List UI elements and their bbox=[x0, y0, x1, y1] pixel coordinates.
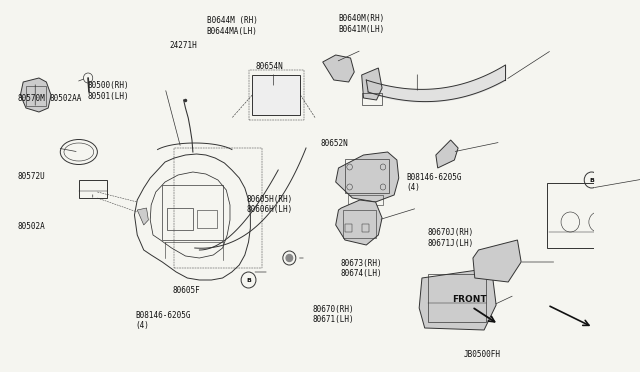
Polygon shape bbox=[336, 200, 382, 245]
Text: 80502AA: 80502AA bbox=[49, 94, 82, 103]
Text: B08146-6205G
(4): B08146-6205G (4) bbox=[135, 311, 191, 330]
Bar bbox=[79, 180, 107, 198]
Text: 80673(RH)
80674(LH): 80673(RH) 80674(LH) bbox=[340, 259, 382, 278]
Text: 80572U: 80572U bbox=[18, 172, 45, 181]
Text: B0640M(RH)
B0641M(LH): B0640M(RH) B0641M(LH) bbox=[339, 15, 385, 34]
Bar bbox=[167, 208, 193, 230]
Polygon shape bbox=[336, 152, 399, 202]
Text: 80605H(RH)
80606H(LH): 80605H(RH) 80606H(LH) bbox=[246, 195, 292, 214]
Text: 80652N: 80652N bbox=[321, 139, 348, 148]
Text: 80605F: 80605F bbox=[172, 286, 200, 295]
Bar bbox=[345, 159, 390, 193]
Text: B: B bbox=[589, 177, 594, 183]
Bar bbox=[248, 70, 304, 120]
Text: 80654N: 80654N bbox=[255, 62, 283, 71]
Polygon shape bbox=[137, 208, 148, 225]
Polygon shape bbox=[20, 78, 51, 112]
Text: B08146-6205G
(4): B08146-6205G (4) bbox=[406, 173, 462, 192]
Text: 24271H: 24271H bbox=[169, 41, 197, 50]
Bar bbox=[174, 148, 262, 268]
Bar bbox=[362, 93, 382, 105]
Text: JB0500FH: JB0500FH bbox=[464, 350, 501, 359]
Bar bbox=[196, 210, 217, 228]
Bar bbox=[252, 75, 300, 115]
Bar bbox=[343, 210, 376, 238]
Text: 80500(RH)
80501(LH): 80500(RH) 80501(LH) bbox=[88, 81, 129, 101]
Text: B: B bbox=[246, 278, 251, 282]
Bar bbox=[362, 224, 369, 232]
Text: 80502A: 80502A bbox=[18, 222, 45, 231]
Text: FRONT: FRONT bbox=[452, 295, 487, 304]
Polygon shape bbox=[362, 68, 382, 100]
Bar bbox=[163, 185, 223, 240]
Text: 80670J(RH)
80671J(LH): 80670J(RH) 80671J(LH) bbox=[428, 228, 474, 248]
Polygon shape bbox=[323, 55, 355, 82]
Bar bbox=[26, 86, 46, 106]
Polygon shape bbox=[419, 268, 496, 330]
Text: 80570M: 80570M bbox=[18, 94, 45, 103]
Polygon shape bbox=[473, 240, 521, 282]
Text: 80670(RH)
80671(LH): 80670(RH) 80671(LH) bbox=[312, 305, 354, 324]
Polygon shape bbox=[436, 140, 458, 168]
Bar bbox=[547, 183, 617, 248]
Circle shape bbox=[286, 254, 292, 262]
Bar bbox=[345, 224, 353, 232]
Bar bbox=[348, 195, 383, 205]
Bar bbox=[428, 274, 486, 322]
Text: B0644M (RH)
B0644MA(LH): B0644M (RH) B0644MA(LH) bbox=[207, 16, 257, 36]
